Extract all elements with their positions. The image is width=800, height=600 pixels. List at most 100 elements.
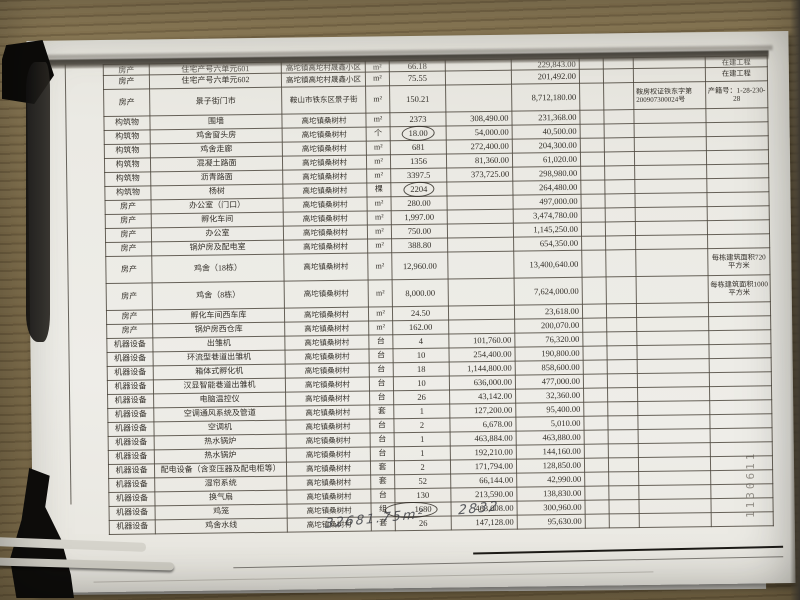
cell-blank2	[604, 151, 635, 166]
side-stamp-number: 1130611	[744, 450, 757, 518]
cell-remark	[710, 455, 773, 471]
cell-location: 高坨镇桑树村	[285, 419, 371, 435]
cell-amount2: 477,000.00	[515, 374, 584, 390]
cell-remark: 每栋建筑面积1000平方米	[708, 274, 771, 303]
cell-certificate	[638, 456, 711, 472]
cell-location: 高坨镇桑树村	[283, 225, 368, 241]
cell-certificate	[638, 428, 711, 444]
cell-remark	[706, 135, 769, 151]
cell-blank2	[603, 109, 635, 124]
cell-location: 高坨镇高坨村晟鑫小区	[281, 72, 366, 88]
cell-blank2	[605, 221, 636, 236]
cell-blank2	[604, 179, 635, 194]
cell-amount2: 32,360.00	[515, 388, 584, 404]
cell-category: 房产	[105, 241, 152, 257]
cell-amount2: 61,020.00	[512, 152, 581, 168]
cell-blank1	[585, 513, 610, 529]
form-left-rule	[64, 64, 72, 505]
cell-unit: m²	[366, 154, 391, 170]
cell-amount2: 23,618.00	[514, 304, 583, 320]
paper-sheet: 房产 住宅产号六单元601 高坨镇高坨村晟鑫小区 m² 66.18 229,843.00 在…	[26, 31, 796, 593]
cell-amount2: 95,630.00	[517, 514, 586, 530]
page-edge-line	[473, 545, 784, 555]
cell-blank1	[580, 165, 605, 181]
cell-certificate	[638, 484, 711, 500]
cell-location: 高坨镇桑树村	[283, 211, 368, 227]
cell-unit: m²	[365, 112, 391, 128]
cell-location: 高坨镇桑树村	[286, 461, 371, 477]
cell-amount1: 54,000.00	[446, 125, 513, 141]
cell-amount1	[448, 305, 515, 321]
cell-quantity: 162.00	[392, 320, 449, 335]
cell-amount2: 300,960.00	[516, 500, 586, 516]
cell-amount1: 6,678.00	[449, 417, 517, 432]
cell-blank1	[580, 137, 605, 153]
cell-category: 构筑物	[103, 115, 151, 131]
cell-certificate	[636, 302, 709, 318]
cell-category: 房产	[105, 199, 152, 215]
cell-amount2: 3,474,780.00	[513, 208, 582, 224]
cell-blank1	[584, 443, 609, 459]
cell-blank2	[608, 499, 640, 514]
cell-amount2: 463,880.00	[516, 430, 585, 446]
cell-unit: m²	[368, 279, 393, 308]
cell-blank1	[583, 359, 608, 375]
cell-blank1	[581, 235, 606, 251]
cell-amount2: 298,980.00	[512, 166, 581, 182]
cell-quantity: 388.80	[391, 238, 448, 253]
cell-category: 机器设备	[107, 407, 154, 423]
cell-unit: 台	[369, 376, 394, 392]
cell-amount1: 373,725.00	[446, 167, 513, 183]
cell-remark	[709, 371, 772, 387]
cell-location: 高坨镇桑树村	[284, 335, 369, 351]
cell-quantity: 681	[390, 140, 447, 155]
cell-amount1: 171,794.00	[450, 459, 517, 474]
cell-category: 构筑物	[104, 129, 151, 145]
cell-amount1: 81,360.00	[446, 153, 513, 169]
cell-quantity: 1	[394, 445, 451, 461]
cell-amount2: 76,320.00	[514, 332, 583, 348]
cell-remark	[706, 121, 769, 137]
cell-unit: 台	[370, 488, 395, 504]
cell-blank2	[608, 471, 639, 486]
cell-blank1	[581, 207, 606, 223]
cell-certificate	[637, 358, 710, 374]
cell-unit: 台	[370, 432, 395, 448]
cell-amount1	[445, 70, 512, 86]
cell-blank2	[607, 401, 638, 416]
cell-blank1	[582, 345, 608, 361]
cell-category: 房产	[106, 323, 153, 339]
cell-blank2	[606, 276, 637, 304]
cell-quantity: 1	[394, 431, 451, 447]
cell-category: 房产	[105, 213, 152, 229]
cell-remark	[710, 427, 773, 443]
cell-category: 构筑物	[104, 157, 151, 173]
cell-amount1	[446, 181, 513, 197]
cell-blank2	[608, 429, 639, 444]
cell-amount1: 272,400.00	[446, 139, 513, 155]
cell-certificate	[633, 67, 706, 83]
cell-amount2: 200,070.00	[514, 318, 583, 334]
cell-amount1: 127,200.00	[449, 403, 516, 419]
cell-amount1	[446, 195, 514, 211]
cell-amount2: 144,160.00	[516, 444, 585, 460]
cell-remark: 每栋建筑面积720平方米	[707, 247, 771, 276]
cell-unit: 棵	[366, 182, 391, 198]
cell-amount2: 497,000.00	[512, 194, 582, 210]
cell-quantity: 26	[393, 390, 450, 405]
cell-quantity: 10	[393, 376, 450, 391]
cell-certificate	[637, 414, 711, 430]
cell-quantity: 1356	[390, 154, 447, 169]
cell-blank2	[605, 235, 636, 250]
cell-blank1	[583, 387, 608, 403]
cell-remark	[708, 315, 771, 331]
cell-quantity: 10	[392, 348, 450, 363]
cell-remark	[706, 191, 770, 207]
cell-unit: m²	[365, 71, 390, 87]
cell-location: 高坨镇桑树村	[281, 113, 367, 129]
cell-remark	[706, 149, 769, 165]
cell-blank1	[579, 68, 604, 84]
cell-location: 高坨镇桑树村	[282, 169, 367, 185]
cell-amount2: 201,492.00	[511, 69, 580, 85]
